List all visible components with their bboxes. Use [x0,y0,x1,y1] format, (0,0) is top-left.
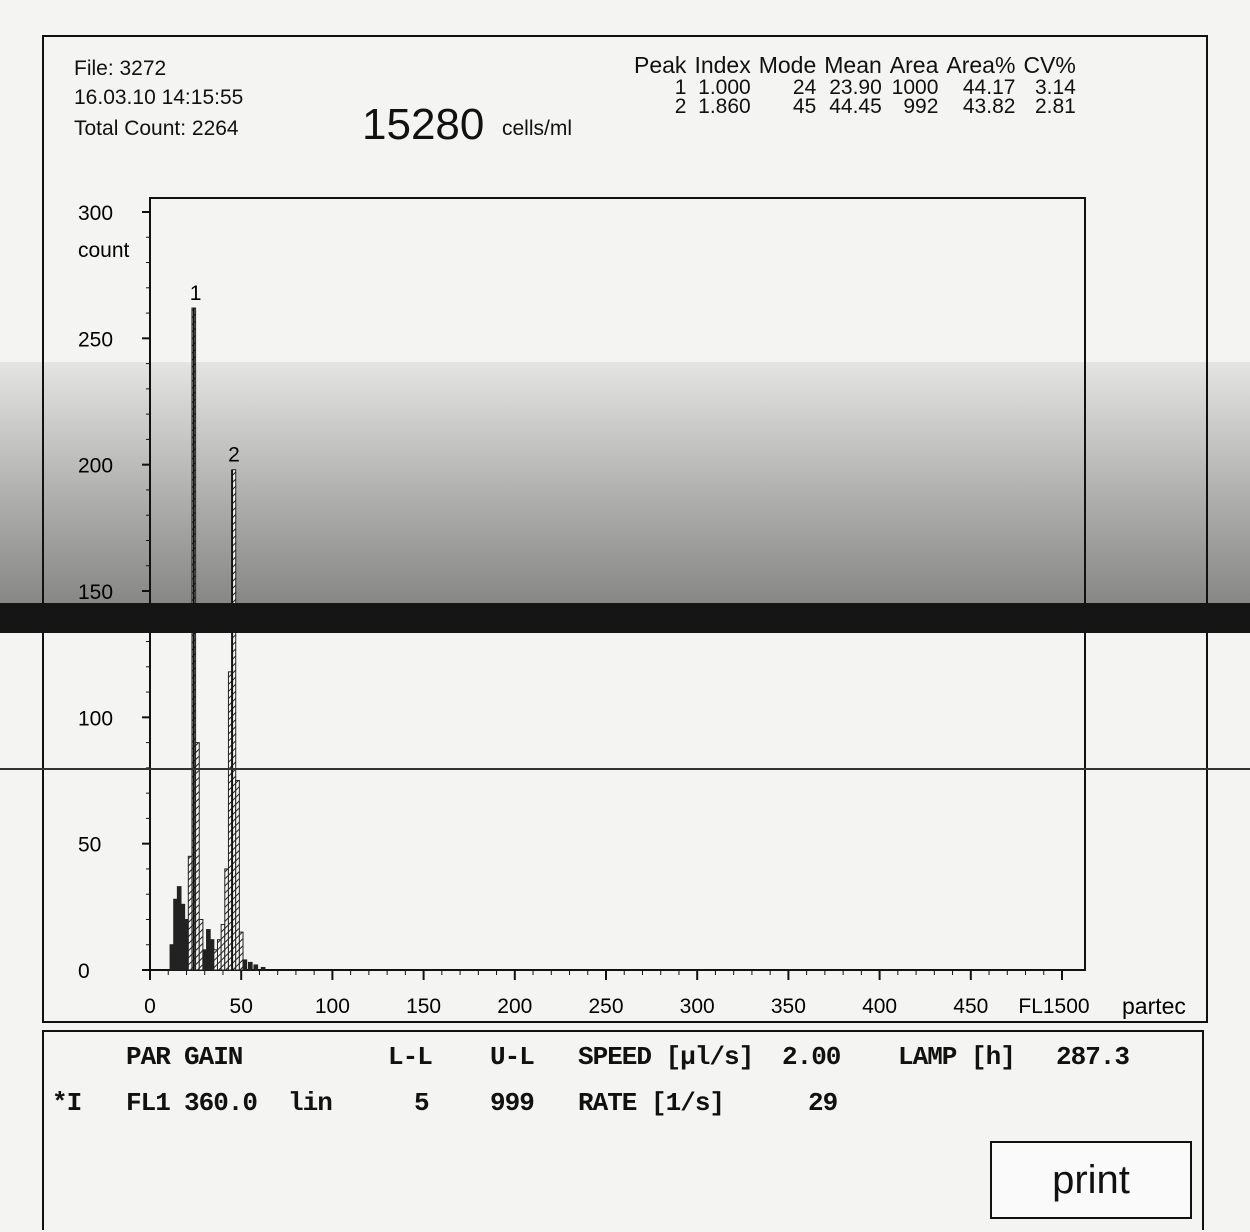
cell: 43.82 [962,95,1016,118]
y-tick-label: 200 [78,455,113,478]
total-count-label: Total Count: 2264 [74,117,239,140]
y-tick-label: 300 [78,202,113,225]
lamp-label: LAMP [h] [898,1042,1016,1072]
histogram-bar [216,939,222,971]
brand-label: partec [1122,993,1186,1019]
histogram-bar [209,939,215,971]
cell: 3.14 [1034,76,1076,99]
cell: 44.45 [829,95,882,118]
y-tick-label: 50 [78,834,101,857]
col-cv-pct: CV% [1023,52,1076,78]
x-tick-label: 300 [680,995,715,1018]
y-axis: 0 50 100 150 200 250 300 [78,202,150,983]
settings-panel [42,1030,1204,1230]
histogram-bar [176,886,182,971]
ll-header: L-L [388,1042,433,1072]
cell: 1 [674,76,687,99]
histogram-bar [220,924,226,971]
histogram-bar [247,961,253,971]
peak-label: 2 [228,444,240,467]
cell: 1.860 [698,95,751,118]
ul-value[interactable]: 999 [490,1088,535,1118]
report-frame [42,35,1208,1023]
histogram-bar [224,868,229,971]
col-area: Area [889,52,939,78]
cell: 44.17 [962,76,1016,99]
histogram-bar [202,949,208,971]
histogram-bar [235,780,240,971]
cell: 2.81 [1034,95,1076,118]
y-tick-label: 100 [78,707,113,730]
y-tick-label: 150 [78,581,113,604]
y-tick-label: 250 [78,328,113,351]
rate-label: RATE [1/s] [578,1088,725,1118]
peak-markers: 12 [190,282,240,970]
x-tick-label: FL1500 [1018,995,1089,1018]
histogram-bars [169,307,266,971]
x-axis: 0 50 100 150 200 250 300 350 400 450 FL1500 [144,969,1090,1018]
cell: 992 [903,95,939,118]
channel-marker[interactable]: *I [52,1088,82,1118]
histogram-bar [187,855,193,971]
histogram-bar [242,959,248,971]
x-tick-label: 400 [862,995,897,1018]
histogram-bar [206,929,211,971]
speed-label: SPEED [µl/s] [578,1042,754,1072]
table-row: 1 1.000 24 23.90 1000 44.17 3.14 [630,76,1080,99]
histogram-bar [198,918,204,971]
histogram-bar [213,949,218,971]
histogram-bar [169,944,175,971]
cell: 45 [792,95,817,118]
histogram-bar [173,898,178,971]
concentration-value: 15280 [362,100,485,149]
histogram-chart: 0 50 100 150 200 250 300 0 50 100 150 200 250 300 350… [78,197,1186,1019]
y-tick-label: 0 [78,960,90,983]
speed-value: 2.00 [782,1042,841,1072]
file-label: File: 3272 [74,57,167,80]
print-button[interactable]: print [990,1141,1192,1219]
table-row: 2 1.860 45 44.45 992 43.82 2.81 [630,95,1080,118]
gain-value[interactable]: 360.0 [184,1088,258,1118]
x-tick-label: 50 [230,995,253,1018]
plot-area-frame [149,197,1086,971]
x-tick-label: 0 [144,995,156,1018]
lamp-value: 287.3 [1056,1042,1130,1072]
rate-value: 29 [808,1088,838,1118]
cell: 24 [792,76,817,99]
col-mode: Mode [758,52,817,78]
x-tick-label: 150 [406,995,441,1018]
cell: 23.90 [829,76,882,99]
col-area-pct: Area% [946,52,1016,78]
histogram-bar [184,918,189,971]
histogram-bar [260,966,266,971]
histogram-bar [238,931,244,971]
x-tick-label: 250 [588,995,623,1018]
peak-stats-table: Peak Index Mode Mean Area Area% CV% 1 1.… [630,52,1080,118]
mode-value[interactable]: lin [288,1088,333,1118]
x-tick-label: 350 [771,995,806,1018]
ll-value[interactable]: 5 [414,1088,430,1118]
col-peak: Peak [634,52,687,78]
cell: 2 [674,95,687,118]
x-tick-label: 100 [315,995,350,1018]
y-axis-label: count [78,239,130,262]
histogram-bar [253,964,259,971]
cell: 1000 [891,76,939,99]
histogram-bar [195,742,200,971]
par-value[interactable]: FL1 [126,1088,171,1118]
col-mean: Mean [824,52,882,78]
concentration-unit: cells/ml [502,117,573,140]
x-tick-label: 450 [953,995,988,1018]
gain-header: GAIN [184,1042,243,1072]
par-header: PAR [126,1042,171,1072]
datetime-label: 16.03.10 14:15:55 [74,86,244,109]
histogram-bar [180,903,186,971]
x-tick-label: 200 [497,995,532,1018]
ul-header: U-L [490,1042,535,1072]
cell: 1.000 [698,76,751,99]
peak-label: 1 [190,282,202,305]
col-index: Index [694,52,751,78]
